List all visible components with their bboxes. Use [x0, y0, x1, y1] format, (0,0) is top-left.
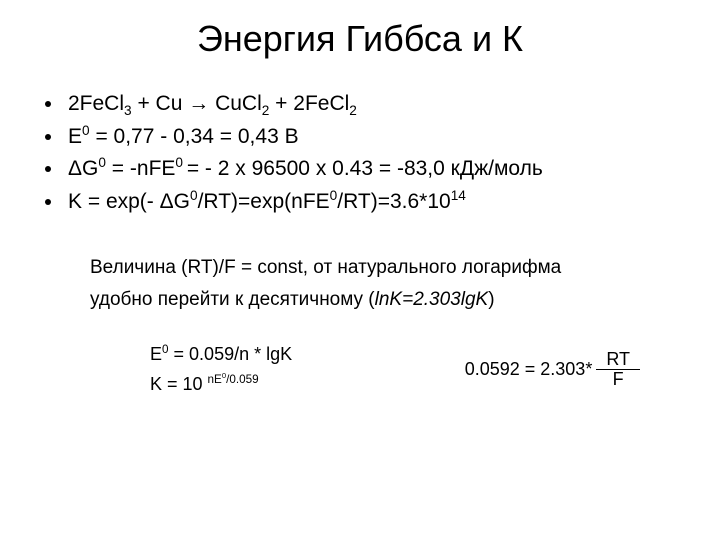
para-line-2: удобно перейти к десятичному (lnK=2.303l… — [90, 284, 680, 316]
subscript: 2 — [349, 103, 357, 118]
text: = 0.059/n * lgK — [169, 344, 293, 364]
superscript: 14 — [451, 188, 466, 203]
text: nE — [208, 373, 222, 386]
slide-title: Энергия Гиббса и К — [40, 18, 680, 60]
text: ΔG — [68, 157, 98, 180]
bullet-list: 2FeCl3 + Cu → CuCl2 + 2FeCl2 E0 = 0,77 -… — [64, 88, 680, 218]
text: E — [68, 125, 82, 148]
slide: Энергия Гиббса и К 2FeCl3 + Cu → CuCl 2 +… — [0, 0, 720, 540]
superscript: 0 — [82, 123, 90, 138]
fraction-numerator: RT — [596, 350, 640, 369]
subscript: 3 — [124, 103, 132, 118]
text: 0.0592 = 2.303* — [465, 359, 593, 380]
text: E — [150, 344, 162, 364]
formula-row: E0 = 0.059/n * lgK K = 10 nE0/0.059 0.05… — [150, 339, 640, 400]
text: = -nFE — [106, 157, 175, 180]
text: = - 2 x 96500 x 0.43 = -83,0 кДж/моль — [187, 157, 543, 180]
superscript: 0 — [175, 155, 186, 170]
text: + Cu → CuCl — [132, 92, 262, 115]
text: + 2FeCl — [269, 92, 349, 115]
bullet-item-4: K = exp(- ΔG0/RT)=exp(nFE0/RT)=3.6*1014 — [64, 186, 680, 219]
fraction: RT F — [596, 350, 640, 389]
formula-e: E0 = 0.059/n * lgK — [150, 339, 292, 370]
fraction-denominator: F — [603, 370, 634, 389]
text: K = exp(- ΔG — [68, 190, 190, 213]
text-italic: lnK=2.303lgK — [375, 289, 489, 310]
superscript: nE0/0.059 — [208, 373, 259, 386]
text: K = 10 — [150, 374, 208, 394]
formula-right: 0.0592 = 2.303* RT F — [465, 350, 640, 389]
text: удобно перейти к десятичному ( — [90, 289, 375, 310]
formula-left: E0 = 0.059/n * lgK K = 10 nE0/0.059 — [150, 339, 292, 400]
paragraph: Величина (RT)/F = const, от натурального… — [90, 252, 680, 317]
bullet-item-3: ΔG0 = -nFE0 = - 2 x 96500 x 0.43 = -83,0… — [64, 153, 680, 186]
text: /0.059 — [226, 373, 259, 386]
formula-k: K = 10 nE0/0.059 — [150, 369, 292, 400]
superscript: 0 — [98, 155, 106, 170]
text: /RT)=3.6*10 — [337, 190, 450, 213]
text: 2FeCl — [68, 92, 124, 115]
bullet-item-2: E0 = 0,77 - 0,34 = 0,43 B — [64, 121, 680, 154]
text: ) — [488, 289, 494, 310]
text: = 0,77 - 0,34 = 0,43 B — [90, 125, 299, 148]
bullet-item-1: 2FeCl3 + Cu → CuCl2 + 2FeCl2 — [64, 88, 680, 121]
para-line-1: Величина (RT)/F = const, от натурального… — [90, 252, 680, 284]
text: /RT)=exp(nFE — [198, 190, 330, 213]
superscript: 0 — [190, 188, 198, 203]
